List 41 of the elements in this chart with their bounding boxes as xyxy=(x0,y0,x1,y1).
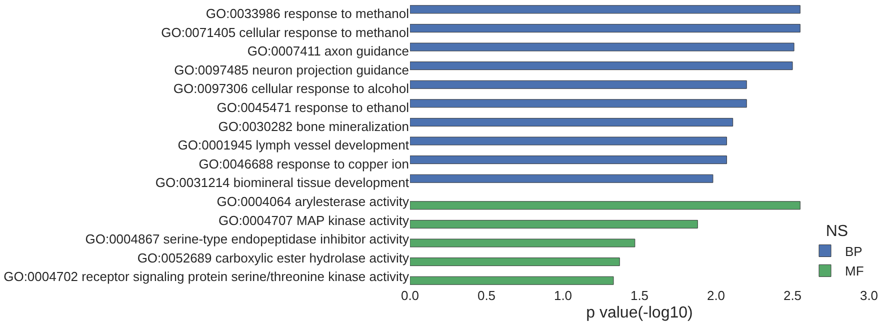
bar xyxy=(410,99,747,108)
bar xyxy=(410,220,698,228)
y-tick-label: GO:0052689 carboxylic ester hydrolase activity xyxy=(137,250,410,266)
y-tick-label: GO:0045471 response to ethanol xyxy=(216,100,410,115)
y-tick-label: GO:0030282 bone mineralization xyxy=(218,118,409,134)
bar xyxy=(410,276,614,285)
y-tick-label: GO:0004867 serine-type endopeptidase inhibitor activity xyxy=(85,232,410,247)
x-tick-label: 2.0 xyxy=(706,288,726,303)
x-tick-label: 3.0 xyxy=(860,288,878,303)
legend-title: NS xyxy=(826,222,848,240)
bar xyxy=(410,156,727,164)
y-tick-label: GO:0001945 lymph vessel development xyxy=(178,138,410,153)
y-tick-label: GO:0004064 arylesterase activity xyxy=(216,194,410,209)
bar xyxy=(410,118,734,126)
bar xyxy=(410,238,636,248)
y-tick-label: GO:0004702 receptor signaling protein serine/threonine kinase activity xyxy=(4,269,410,284)
legend-label: MF xyxy=(845,264,864,279)
x-tick-label: 1.0 xyxy=(554,288,572,303)
x-tick-label: 0.5 xyxy=(477,288,496,303)
legend-label: BP xyxy=(845,244,862,259)
bar xyxy=(410,62,793,70)
bar xyxy=(410,174,714,183)
y-tick-label: GO:0004707 MAP kinase activity xyxy=(218,212,410,228)
x-axis-title: p value(-log10) xyxy=(586,304,693,322)
y-tick-label: GO:0097306 cellular response to alcohol xyxy=(173,81,410,96)
y-tick-label: GO:0033986 response to methanol xyxy=(206,6,410,21)
bar xyxy=(410,80,747,89)
bar xyxy=(410,24,800,32)
y-tick-label: GO:0007411 axon guidance xyxy=(247,44,409,59)
y-tick-label: GO:0046688 response to copper ion xyxy=(198,156,409,172)
bar xyxy=(410,136,727,146)
x-tick-label: 2.5 xyxy=(783,288,802,303)
bar xyxy=(410,42,794,52)
x-tick-label: 1.5 xyxy=(630,288,649,303)
y-tick-label: GO:0071405 cellular response to methanol xyxy=(161,24,410,40)
bar xyxy=(410,5,800,14)
x-tick-label: 0.0 xyxy=(400,288,420,303)
y-tick-label: GO:0097485 neuron projection guidance xyxy=(174,62,409,78)
bar xyxy=(410,201,800,210)
bar xyxy=(410,258,620,266)
y-tick-label: GO:0031214 biomineral tissue development xyxy=(155,175,410,190)
